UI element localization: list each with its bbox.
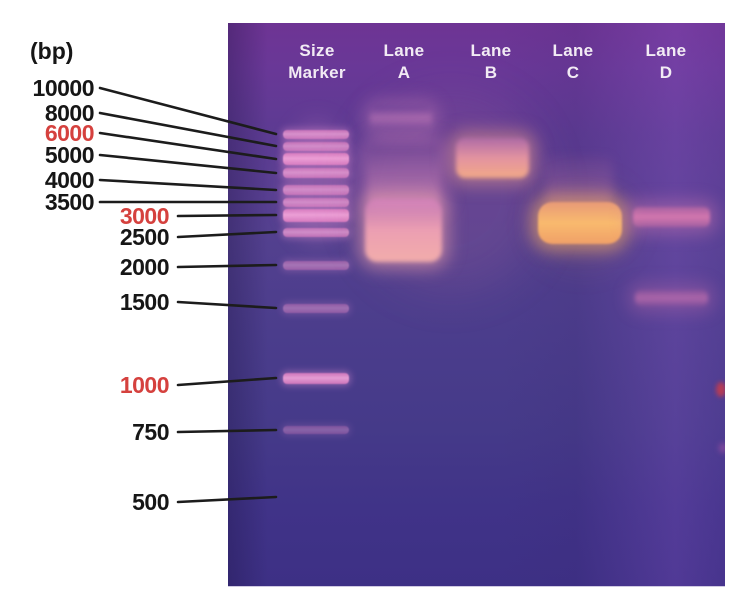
ladder-band-3000 xyxy=(283,208,349,222)
lane-c-band-1 xyxy=(545,156,613,206)
gel-haze-0 xyxy=(283,118,351,246)
lane-header-lane-b-line2: B xyxy=(484,63,498,82)
lane-header-lane-c-line1: Lane xyxy=(552,41,594,60)
lane-a-band-3 xyxy=(365,199,442,262)
size-label-1000: 1000 xyxy=(119,372,170,398)
gel-artifact-0 xyxy=(716,382,725,397)
ladder-band-8000 xyxy=(283,141,349,151)
ladder-band-1000 xyxy=(283,372,349,384)
lane-header-lane-c: Lane C xyxy=(527,40,619,84)
lane-d-band-1 xyxy=(633,207,710,227)
lane-header-lane-a-line2: A xyxy=(397,63,411,82)
size-label-3500: 3500 xyxy=(44,189,95,215)
gel-artifact-1 xyxy=(719,443,725,453)
size-label-6000: 6000 xyxy=(44,120,95,146)
size-label-10000: 10000 xyxy=(32,75,95,101)
ladder-band-10000 xyxy=(283,129,349,139)
size-label-2000: 2000 xyxy=(119,254,170,280)
lane-header-lane-d: Lane D xyxy=(620,40,712,84)
ladder-band-5000 xyxy=(283,168,349,178)
ladder-band-2500 xyxy=(283,227,349,237)
lane-a-band-2 xyxy=(367,145,440,207)
ladder-band-1500 xyxy=(283,303,349,313)
lane-header-lane-a-line1: Lane xyxy=(383,41,425,60)
lane-header-marker: Size Marker xyxy=(271,40,363,84)
size-label-5000: 5000 xyxy=(44,142,95,168)
size-label-4000: 4000 xyxy=(44,167,95,193)
ladder-band-2000 xyxy=(283,260,349,270)
lane-d-band-2 xyxy=(635,290,708,306)
size-label-1500: 1500 xyxy=(119,289,170,315)
size-label-750: 750 xyxy=(132,419,169,445)
lane-header-lane-b: Lane B xyxy=(445,40,537,84)
size-label-3000: 3000 xyxy=(119,203,170,229)
lane-header-marker-line1: Size xyxy=(299,41,335,60)
ladder-band-6000 xyxy=(283,153,349,165)
ladder-band-3500 xyxy=(283,197,349,207)
size-label-8000: 8000 xyxy=(44,100,95,126)
ladder-band-750 xyxy=(283,426,349,434)
lane-b-band-1 xyxy=(456,138,529,178)
lane-header-lane-b-line1: Lane xyxy=(470,41,512,60)
lane-header-lane-d-line1: Lane xyxy=(645,41,687,60)
size-label-2500: 2500 xyxy=(119,224,170,250)
lane-c-band-2 xyxy=(538,202,622,244)
size-label-500: 500 xyxy=(132,489,169,515)
lane-header-lane-a: Lane A xyxy=(358,40,450,84)
lane-header-lane-c-line2: C xyxy=(566,63,580,82)
ladder-band-4000 xyxy=(283,185,349,195)
bp-unit-label: (bp) xyxy=(30,38,74,64)
gel-image: Size Marker Lane A Lane B Lane C Lane D xyxy=(228,23,725,587)
lane-header-marker-line2: Marker xyxy=(288,63,346,82)
lane-a-band-1 xyxy=(370,106,432,130)
lane-header-lane-d-line2: D xyxy=(659,63,673,82)
